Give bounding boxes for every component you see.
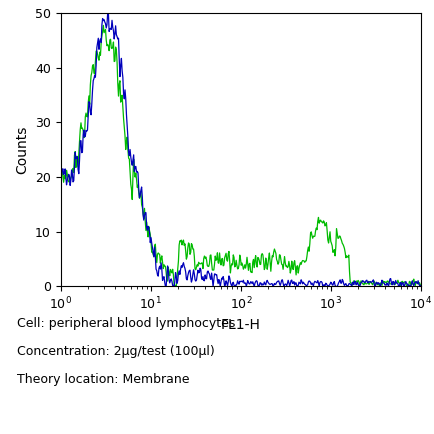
Text: Cell: peripheral blood lymphocytes: Cell: peripheral blood lymphocytes [17, 317, 236, 330]
Text: Concentration: 2μg/test (100μl): Concentration: 2μg/test (100μl) [17, 345, 215, 358]
Y-axis label: Counts: Counts [16, 125, 30, 174]
Text: Theory location: Membrane: Theory location: Membrane [17, 373, 190, 386]
X-axis label: FL1-H: FL1-H [221, 318, 261, 332]
